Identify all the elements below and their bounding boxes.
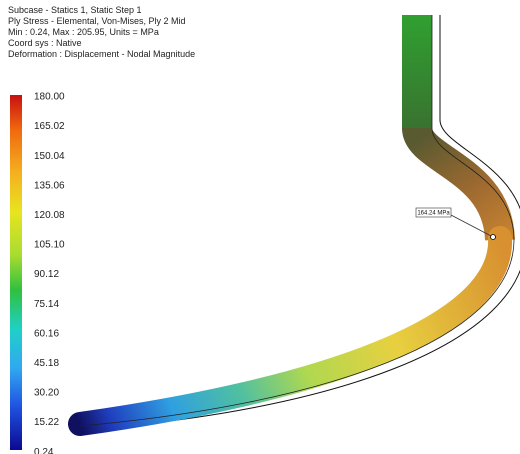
legend-label: 60.16 <box>34 328 59 339</box>
legend-label: 165.02 <box>34 121 65 132</box>
legend-label: 45.18 <box>34 358 59 369</box>
edge <box>80 15 514 426</box>
header-line: Ply Stress - Elemental, Von-Mises, Ply 2… <box>8 16 186 26</box>
legend-label: 135.06 <box>34 180 65 191</box>
legend-label: 120.08 <box>34 210 65 221</box>
header: Subcase - Statics 1, Static Step 1 Ply S… <box>8 5 195 59</box>
shell-part <box>80 238 500 424</box>
legend-label: 75.14 <box>34 299 59 310</box>
legend-label: 90.12 <box>34 269 59 280</box>
color-bar <box>10 95 22 450</box>
probe-point <box>491 235 496 240</box>
probe-label: 164.24 MPa <box>417 211 450 217</box>
legend-label: 150.04 <box>34 151 65 162</box>
legend-label: 105.10 <box>34 240 65 251</box>
header-line: Deformation : Displacement - Nodal Magni… <box>8 49 195 59</box>
header-line: Subcase - Statics 1, Static Step 1 <box>8 5 142 15</box>
legend-label: 15.22 <box>34 417 59 428</box>
legend-label: 180.00 <box>34 92 65 103</box>
header-line: Min : 0.24, Max : 205.95, Units = MPa <box>8 27 159 37</box>
shell-part <box>417 128 500 240</box>
legend: 180.00 165.02 150.04 135.06 120.08 105.10 90.1… <box>34 92 65 454</box>
legend-label: 30.20 <box>34 388 59 399</box>
legend-label: 0.24 <box>34 447 54 454</box>
viewport: Subcase - Statics 1, Static Step 1 Ply S… <box>0 0 520 454</box>
header-line: Coord sys : Native <box>8 38 82 48</box>
model <box>78 15 520 430</box>
